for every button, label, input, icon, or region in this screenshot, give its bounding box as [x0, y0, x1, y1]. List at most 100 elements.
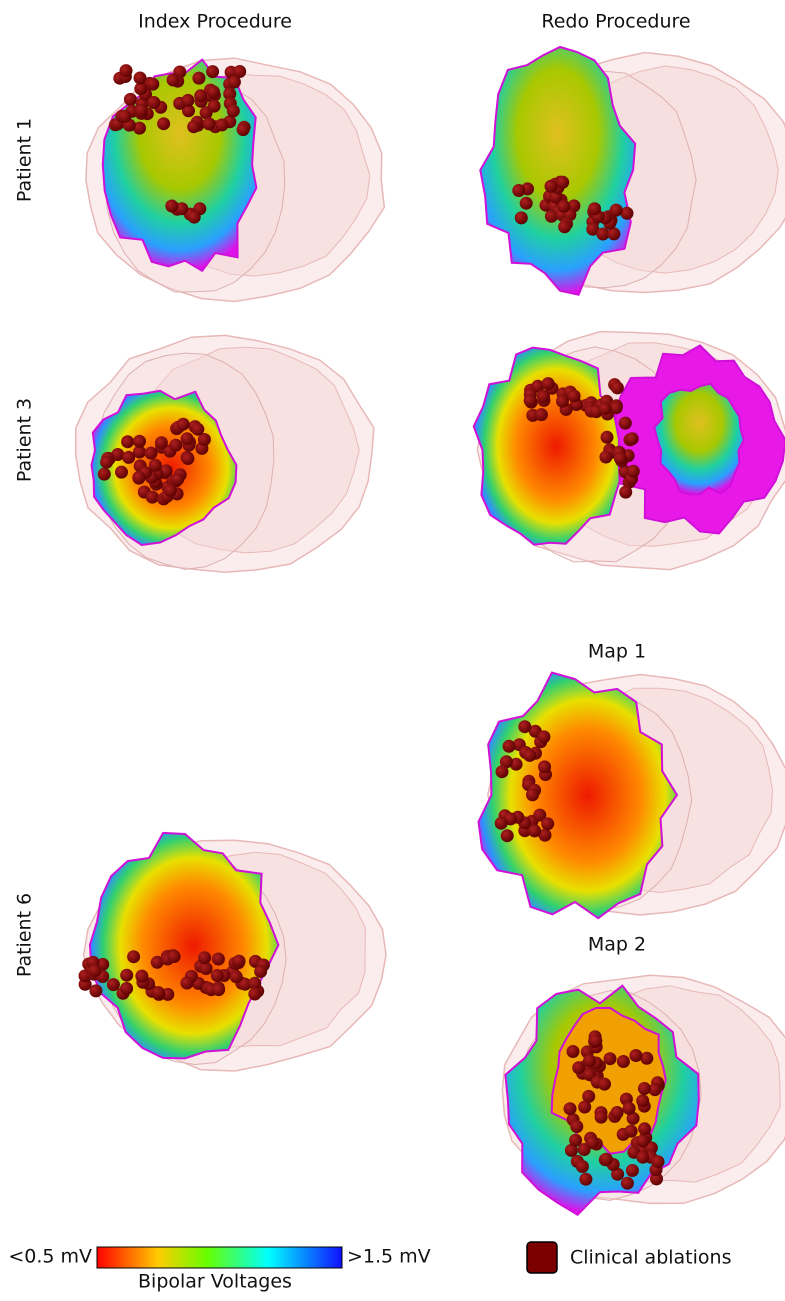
ablation-point [541, 817, 554, 830]
ablation-point [611, 1106, 624, 1119]
heart [474, 332, 785, 570]
ablation-point [152, 986, 165, 999]
colorbar-max-label: >1.5 mV [347, 1246, 431, 1268]
ablation-point [621, 1177, 634, 1190]
ablation-point [568, 390, 581, 403]
ablation-point [121, 435, 134, 448]
ablation-point [610, 204, 623, 217]
ablation-point [212, 983, 225, 996]
ablation-point [135, 104, 148, 117]
ablation-point [167, 74, 180, 87]
ablation-point [578, 1101, 591, 1114]
colorbar-title: Bipolar Voltages [138, 1271, 292, 1293]
page: Index Procedure Redo Procedure Patient 1… [0, 0, 785, 1301]
ablation-point [569, 1134, 582, 1147]
ablation-point [211, 969, 224, 982]
ablation-point [556, 176, 569, 189]
ablation-point [89, 984, 102, 997]
ablation-point [191, 423, 204, 436]
ablation-point [254, 965, 267, 978]
ablation-point [496, 765, 509, 778]
ablation-point [588, 202, 601, 215]
ablation-point [248, 988, 261, 1001]
ablation-point [177, 418, 190, 431]
ablation-point [589, 1034, 602, 1047]
ablation-point [120, 969, 133, 982]
ablation-point [557, 200, 570, 213]
ablation-point [542, 377, 555, 390]
ablation-point [600, 1153, 613, 1166]
ablation-point [636, 1151, 649, 1164]
ablation-point [147, 96, 160, 109]
ablation-point [98, 468, 111, 481]
heart-renderings [76, 47, 785, 1215]
legend-swatch [527, 1242, 557, 1273]
ablation-point [115, 466, 128, 479]
ablation-point [171, 473, 184, 486]
ablation-point [523, 749, 536, 762]
ablation-point [206, 65, 219, 78]
ablation-point [638, 1082, 651, 1095]
ablation-point [495, 817, 508, 830]
ablation-point [207, 85, 220, 98]
ablation-point [619, 417, 632, 430]
ablation-point [638, 1122, 651, 1135]
ablation-point [629, 1049, 642, 1062]
ablation-point [625, 1125, 638, 1138]
ablation-point [146, 491, 159, 504]
ablation-point [558, 220, 571, 233]
ablation-point [227, 104, 240, 117]
ablation-point [579, 1173, 592, 1186]
ablation-point [120, 982, 133, 995]
ablation-point [233, 955, 246, 968]
ablation-point [556, 395, 569, 408]
ablation-point [595, 1111, 608, 1124]
heart [479, 673, 785, 919]
column-header: Index Procedure [138, 11, 292, 33]
ablation-point [586, 1136, 599, 1149]
ablation-point [169, 439, 182, 452]
ablation-point [598, 1078, 611, 1091]
heart [86, 58, 384, 301]
ablation-point [216, 118, 229, 131]
ablation-point [237, 123, 250, 136]
ablation-point [192, 72, 205, 85]
ablation-point [120, 64, 133, 77]
ablation-point [198, 951, 211, 964]
ablation-point [576, 1160, 589, 1173]
heart [480, 47, 785, 295]
ablation-point [526, 788, 539, 801]
ablation-point [230, 970, 243, 983]
ablation-point [501, 829, 514, 842]
ablation-point [132, 471, 145, 484]
ablation-point [100, 456, 113, 469]
ablation-point [537, 390, 550, 403]
ablation-point [572, 1061, 585, 1074]
ablation-point [89, 964, 102, 977]
ablation-point [564, 1102, 577, 1115]
column-header: Redo Procedure [541, 11, 690, 33]
ablation-point [168, 950, 181, 963]
ablation-point [614, 452, 627, 465]
ablation-point [619, 486, 632, 499]
ablation-point [537, 730, 550, 743]
ablation-point [203, 117, 216, 130]
ablation-point [611, 381, 624, 394]
ablation-point [518, 720, 531, 733]
ablation-point [545, 180, 558, 193]
ablation-point [187, 120, 200, 133]
colorbar-min-label: <0.5 mV [8, 1246, 92, 1268]
ablation-point [194, 89, 207, 102]
ablation-point [528, 824, 541, 837]
map-label: Map 2 [588, 934, 646, 956]
ablation-point [515, 211, 528, 224]
ablation-point [181, 452, 194, 465]
ablation-point [503, 740, 516, 753]
colorbar [97, 1247, 342, 1268]
heart [79, 833, 387, 1071]
ablation-point [180, 977, 193, 990]
ablation-point [617, 1055, 630, 1068]
ablation-point [627, 465, 640, 478]
row-label: Patient 3 [14, 398, 36, 482]
ablation-point [118, 110, 131, 123]
